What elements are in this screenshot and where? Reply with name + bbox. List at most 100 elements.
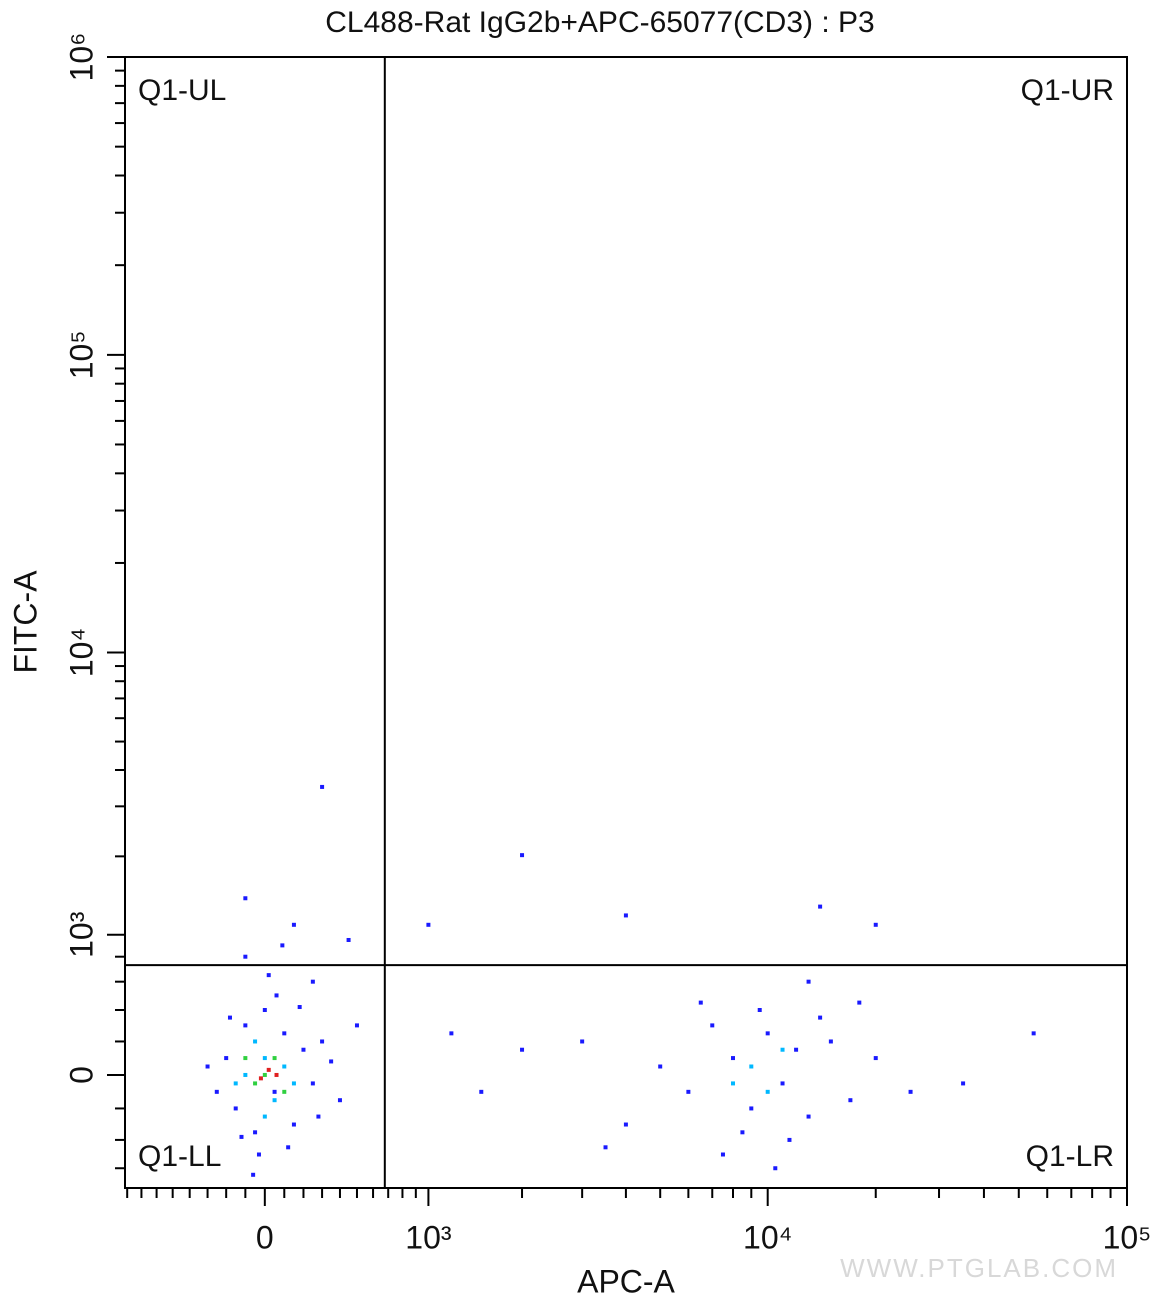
event-dot — [239, 1134, 244, 1139]
event-dot — [243, 896, 248, 901]
y-tick-label: 0 — [63, 1066, 99, 1084]
event-dot — [262, 1056, 267, 1061]
event-dot — [828, 1039, 833, 1044]
event-dot — [243, 954, 248, 959]
event-dot — [286, 1145, 291, 1150]
quadrant-label: Q1-LR — [1026, 1140, 1114, 1173]
event-dot — [243, 1072, 248, 1077]
y-tick-label: 10⁴ — [63, 628, 99, 677]
event-dot — [274, 993, 279, 998]
event-dot — [623, 1122, 628, 1127]
x-tick-label: 0 — [256, 1219, 274, 1255]
event-dot — [961, 1081, 966, 1086]
y-tick-label: 10³ — [63, 911, 99, 958]
event-dot — [520, 1047, 525, 1052]
event-dot — [873, 922, 878, 927]
event-dot — [765, 1031, 770, 1036]
event-dot — [243, 1056, 248, 1061]
event-dot — [262, 1008, 267, 1013]
event-dot — [720, 1152, 725, 1157]
event-dot — [262, 1114, 267, 1119]
quadrant-label: Q1-UL — [138, 74, 226, 107]
event-dot — [272, 1089, 277, 1094]
chart-title: CL488-Rat IgG2b+APC-65077(CD3) : P3 — [325, 6, 874, 39]
event-dot — [780, 1081, 785, 1086]
event-dot — [291, 1122, 296, 1127]
event-dot — [253, 1130, 258, 1135]
event-dot — [749, 1064, 754, 1069]
event-dot — [258, 1076, 263, 1081]
event-dot — [256, 1152, 261, 1157]
event-dot — [337, 1098, 342, 1103]
event-dot — [806, 979, 811, 984]
event-dot — [280, 943, 285, 948]
event-dot — [580, 1039, 585, 1044]
event-dot — [272, 1098, 277, 1103]
event-dot — [320, 784, 325, 789]
event-dot — [710, 1023, 715, 1028]
event-dot — [233, 1081, 238, 1086]
event-dot — [603, 1145, 608, 1150]
event-dot — [740, 1130, 745, 1135]
event-dot — [214, 1089, 219, 1094]
event-dot — [274, 1072, 279, 1077]
x-axis-label: APC-A — [577, 1263, 675, 1299]
event-dot — [787, 1137, 792, 1142]
event-dot — [291, 1081, 296, 1086]
event-dot — [426, 922, 431, 927]
watermark: WWW.PTGLAB.COM — [840, 1253, 1118, 1283]
y-axis-label: FITC-A — [7, 570, 43, 674]
event-dot — [658, 1064, 663, 1069]
event-dot — [272, 1056, 277, 1061]
event-dot — [233, 1106, 238, 1111]
event-dot — [291, 922, 296, 927]
event-dot — [818, 904, 823, 909]
event-dot — [479, 1089, 484, 1094]
event-dot — [623, 913, 628, 918]
event-dot — [780, 1047, 785, 1052]
event-dot — [205, 1064, 210, 1069]
event-dot — [251, 1172, 256, 1177]
event-dot — [262, 1072, 267, 1077]
event-dot — [266, 973, 271, 978]
event-dot — [310, 979, 315, 984]
event-dot — [310, 1081, 315, 1086]
event-dot — [848, 1098, 853, 1103]
event-dot — [520, 853, 525, 858]
event-dot — [282, 1064, 287, 1069]
event-dot — [266, 1067, 271, 1072]
event-dot — [227, 1015, 232, 1020]
event-dot — [253, 1081, 258, 1086]
event-dot — [282, 1031, 287, 1036]
event-dot — [329, 1059, 334, 1064]
event-dot — [794, 1047, 799, 1052]
event-dot — [818, 1015, 823, 1020]
quadrant-label: Q1-UR — [1021, 74, 1114, 107]
event-dot — [243, 1023, 248, 1028]
x-tick-label: 10⁴ — [743, 1219, 792, 1255]
event-dot — [449, 1031, 454, 1036]
event-dot — [749, 1106, 754, 1111]
plot-frame — [124, 56, 1128, 1189]
y-tick-label: 10⁵ — [63, 330, 99, 379]
event-dot — [320, 1039, 325, 1044]
event-dot — [297, 1005, 302, 1010]
event-dot — [730, 1056, 735, 1061]
event-dot — [757, 1008, 762, 1013]
event-dot — [224, 1056, 229, 1061]
event-dot — [806, 1114, 811, 1119]
event-dot — [1031, 1031, 1036, 1036]
quadrant-label: Q1-LL — [138, 1140, 221, 1173]
event-dot — [908, 1089, 913, 1094]
x-tick-label: 10³ — [405, 1219, 452, 1255]
event-dot — [698, 1000, 703, 1005]
event-dot — [857, 1000, 862, 1005]
event-dot — [765, 1089, 770, 1094]
event-dot — [301, 1047, 306, 1052]
x-tick-label: 10⁵ — [1103, 1219, 1152, 1255]
event-dot — [316, 1114, 321, 1119]
event-dot — [730, 1081, 735, 1086]
y-tick-label: 10⁶ — [63, 33, 99, 82]
event-dot — [354, 1023, 359, 1028]
